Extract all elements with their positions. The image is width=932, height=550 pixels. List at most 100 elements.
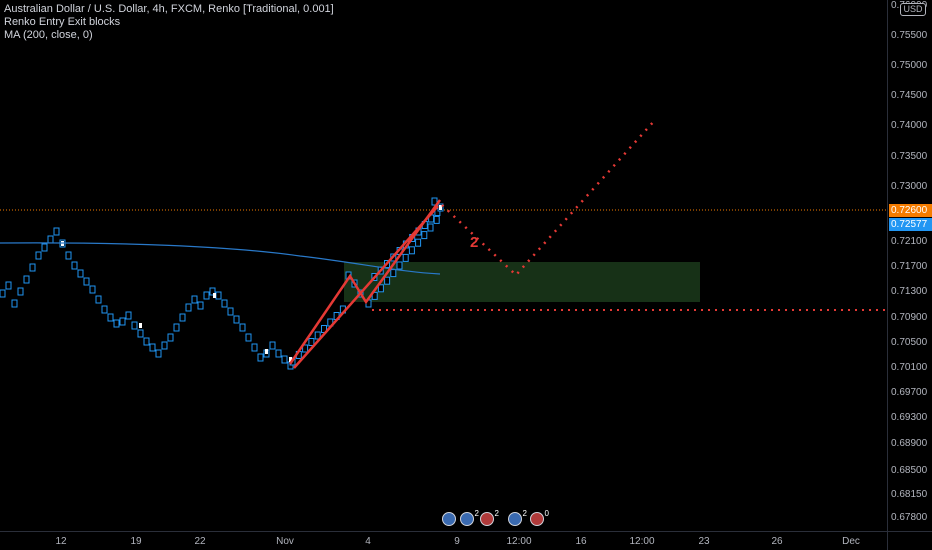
symbol-legend[interactable]: Australian Dollar / U.S. Dollar, 4h, FXC… — [4, 3, 334, 15]
entry-exit-marker — [265, 349, 268, 354]
renko-brick — [377, 284, 384, 293]
time-tick-label: 26 — [771, 536, 783, 547]
renko-brick — [185, 303, 192, 312]
renko-brick — [371, 291, 378, 300]
renko-brick — [77, 269, 84, 278]
renko-brick — [41, 243, 48, 252]
renko-brick — [95, 295, 102, 304]
entry-exit-marker — [139, 323, 142, 328]
last-price-tag: 0.72600 — [889, 204, 932, 217]
wave-label-2: 2 — [470, 234, 478, 251]
price-tick-label: 0.73500 — [891, 151, 928, 162]
renko-brick — [227, 307, 234, 316]
price-tick-label: 0.74000 — [891, 120, 928, 131]
time-tick-label: 19 — [130, 536, 142, 547]
renko-brick — [89, 285, 96, 294]
renko-brick — [308, 338, 315, 346]
renko-brick — [281, 355, 288, 364]
price-tick-label: 0.68900 — [891, 438, 928, 449]
renko-brick — [191, 295, 198, 304]
renko-brick — [83, 277, 90, 286]
renko-brick — [23, 275, 30, 284]
renko-brick — [137, 329, 144, 338]
renko-brick — [239, 323, 246, 332]
renko-brick — [113, 319, 120, 328]
renko-brick — [167, 333, 174, 342]
ma-price-tag: 0.72577 — [889, 218, 932, 231]
price-tick-label: 0.71300 — [891, 286, 928, 297]
time-tick-label: Nov — [276, 536, 294, 547]
renko-brick — [203, 291, 210, 300]
price-tick-label: 0.75000 — [891, 60, 928, 71]
renko-brick — [415, 238, 422, 247]
flag-us-icon[interactable]: 0 — [530, 509, 549, 526]
trend-line-drawing — [288, 199, 442, 365]
price-tick-label: 0.72100 — [891, 236, 928, 247]
price-tick-label: 0.70500 — [891, 337, 928, 348]
renko-brick — [390, 269, 397, 278]
time-tick-label: 4 — [365, 536, 371, 547]
renko-brick — [396, 261, 403, 270]
renko-brick — [245, 333, 252, 342]
renko-brick — [431, 197, 438, 206]
price-axis[interactable]: 0.760000.755000.750000.745000.740000.735… — [887, 0, 932, 531]
ma-200-line — [0, 242, 441, 275]
entry-exit-marker — [439, 205, 442, 210]
renko-brick — [143, 337, 150, 346]
renko-brick — [119, 317, 126, 326]
renko-brick — [221, 299, 228, 308]
renko-brick — [275, 349, 282, 358]
price-tick-label: 0.73000 — [891, 181, 928, 192]
time-axis[interactable]: 12 19 22 Nov 4 9 12:00 16 12:00 23 26 Dec — [0, 531, 887, 550]
renko-brick — [421, 231, 428, 240]
price-tick-label: 0.71700 — [891, 261, 928, 272]
renko-brick — [71, 261, 78, 270]
price-tick-label: 0.69300 — [891, 412, 928, 423]
renko-brick — [384, 276, 391, 285]
renko-brick — [5, 281, 12, 290]
renko-brick — [427, 223, 434, 232]
entry-exit-marker — [213, 293, 216, 298]
entry-exit-marker — [61, 241, 64, 246]
time-tick-label: 16 — [575, 536, 587, 547]
renko-brick — [11, 299, 18, 308]
renko-brick — [17, 287, 24, 296]
time-tick-label: 12 — [55, 536, 67, 547]
entry-exit-marker — [289, 357, 292, 362]
price-tick-label: 0.70900 — [891, 312, 928, 323]
avatar-badge: 2 — [474, 509, 479, 518]
renko-brick — [131, 321, 138, 330]
time-tick-label: 22 — [194, 536, 206, 547]
renko-brick — [173, 323, 180, 332]
price-tick-label: 0.74500 — [891, 90, 928, 101]
flag-globe-icon[interactable] — [442, 512, 456, 526]
flag-us-icon[interactable]: 2 — [480, 509, 499, 526]
axis-corner — [887, 531, 932, 550]
trend-line-parallel — [293, 205, 439, 369]
renko-brick — [257, 353, 264, 362]
renko-brick — [107, 313, 114, 322]
time-tick-label: 9 — [454, 536, 460, 547]
indicator-legend-renko-blocks[interactable]: Renko Entry Exit blocks — [4, 16, 121, 28]
renko-brick — [35, 251, 42, 260]
renko-brick — [0, 289, 6, 298]
chart-canvas[interactable]: 2 — [0, 0, 887, 531]
renko-brick — [53, 227, 60, 236]
time-tick-label: 12:00 — [506, 536, 532, 547]
flag-globe-icon[interactable]: 2 — [460, 509, 479, 526]
renko-brick — [215, 291, 222, 300]
flag-globe-icon[interactable]: 2 — [508, 509, 527, 526]
indicator-legend-ma[interactable]: MA (200, close, 0) — [4, 29, 93, 41]
chart-area[interactable]: 2 Australian Dollar / U.S. Dollar, 4h, F… — [0, 0, 887, 531]
time-tick-label: 23 — [698, 536, 710, 547]
price-tick-label: 0.75500 — [891, 30, 928, 41]
renko-brick — [29, 263, 36, 272]
renko-brick — [408, 246, 415, 255]
renko-brick — [251, 343, 258, 352]
currency-button[interactable]: USD — [900, 3, 926, 16]
renko-brick — [179, 313, 186, 322]
price-tick-label: 0.69700 — [891, 387, 928, 398]
renko-brick — [233, 315, 240, 324]
renko-brick — [269, 341, 276, 350]
price-tick-label: 0.67800 — [891, 512, 928, 523]
